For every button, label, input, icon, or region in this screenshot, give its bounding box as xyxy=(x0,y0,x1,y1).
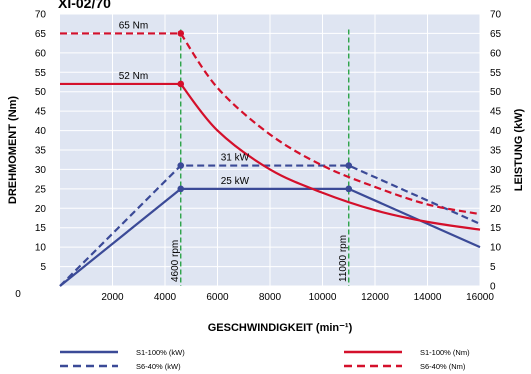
y-tick-label-right: 70 xyxy=(490,10,502,21)
y-tick-label-left: 30 xyxy=(35,165,47,176)
rpm-marker-label: 11000 rpm xyxy=(338,235,349,282)
y-tick-label-right: 15 xyxy=(490,223,502,234)
annotation-label: 25 kW xyxy=(221,176,250,187)
y-tick-label-left: 65 xyxy=(35,29,47,40)
series-line-s1-100-kw xyxy=(59,187,481,287)
y-tick-label-left: 50 xyxy=(35,87,47,98)
y-tick-label-right: 0 xyxy=(490,282,496,293)
x-tick-label: 4000 xyxy=(154,292,177,303)
chart-title-fragment: XI-02/70 xyxy=(58,0,111,11)
x-tick-label: 12000 xyxy=(361,292,389,303)
data-point xyxy=(177,30,185,37)
x-tick-label: 10000 xyxy=(309,292,337,303)
y-tick-label-right: 40 xyxy=(490,126,502,137)
annotation-label: 52 Nm xyxy=(119,71,148,82)
rpm-marker-lines: 4600 rpm 11000 rpm xyxy=(170,29,350,286)
x-tick-label: 16000 xyxy=(466,292,494,303)
series-lines xyxy=(59,32,481,287)
data-point xyxy=(177,185,185,193)
legend-label-s6-40-nm: S6-40% (Nm) xyxy=(420,362,466,371)
y-tick-label-left: 20 xyxy=(35,204,47,215)
annotation-label: 31 kW xyxy=(221,153,250,164)
annotation-label: 65 Nm xyxy=(119,20,148,31)
y-tick-label-left: 55 xyxy=(35,68,47,79)
x-tick-label: 14000 xyxy=(414,292,442,303)
data-point xyxy=(345,162,353,169)
y-tick-label-right: 30 xyxy=(490,165,502,176)
y-tick-label-right: 65 xyxy=(490,29,502,40)
data-point xyxy=(177,80,185,88)
y-tick-label-left: 15 xyxy=(35,223,47,234)
data-points xyxy=(177,30,353,193)
legend-label-s6-40-kw: S6-40% (kW) xyxy=(136,362,181,371)
y-tick-label-right: 25 xyxy=(490,184,502,195)
y-tick-label-left: 10 xyxy=(35,243,47,254)
x-tick-label: 2000 xyxy=(101,292,124,303)
y-axis-title-right: LEISTUNG (kW) xyxy=(513,108,525,191)
y-tick-label-right: 55 xyxy=(490,68,502,79)
data-point xyxy=(177,162,185,169)
rpm-marker-label: 4600 rpm xyxy=(170,240,181,282)
legend-label-s1-100-kw: S1-100% (kW) xyxy=(136,348,185,357)
series-line-s6-40-nm xyxy=(60,32,481,216)
y-tick-label-left: 5 xyxy=(40,262,46,273)
x-tick-label-origin: 0 xyxy=(15,289,21,300)
series-line-s1-100-nm xyxy=(60,82,481,231)
y-tick-label-right: 60 xyxy=(490,48,502,59)
y-tick-label-left: 25 xyxy=(35,184,47,195)
y-axis-title-left: DREHMOMENT (Nm) xyxy=(7,96,19,204)
y-tick-label-left: 40 xyxy=(35,126,47,137)
annotations: 65 Nm 52 Nm 31 kW 25 kW xyxy=(119,20,250,186)
data-point xyxy=(345,185,353,193)
x-tick-label: 8000 xyxy=(259,292,282,303)
y-tick-label-right: 35 xyxy=(490,146,502,157)
x-tick-label: 6000 xyxy=(206,292,229,303)
y-tick-label-right: 20 xyxy=(490,204,502,215)
y-tick-label-right: 50 xyxy=(490,87,502,98)
legend: S1-100% (kW) S6-40% (kW) S1-100% (Nm) S6-40… xyxy=(60,348,470,371)
y-tick-label-left: 60 xyxy=(35,48,47,59)
y-tick-label-left: 70 xyxy=(35,10,47,21)
legend-label-s1-100-nm: S1-100% (Nm) xyxy=(420,348,470,357)
y-tick-label-left: 45 xyxy=(35,107,47,118)
title-layer: XI-02/70 xyxy=(58,0,111,11)
y-tick-label-right: 10 xyxy=(490,243,502,254)
y-tick-label-right: 5 xyxy=(490,262,496,273)
grid xyxy=(60,13,481,287)
x-axis-title: GESCHWINDIGKEIT (min⁻¹) xyxy=(208,322,353,334)
y-tick-label-right: 45 xyxy=(490,107,502,118)
y-tick-label-left: 35 xyxy=(35,146,47,157)
